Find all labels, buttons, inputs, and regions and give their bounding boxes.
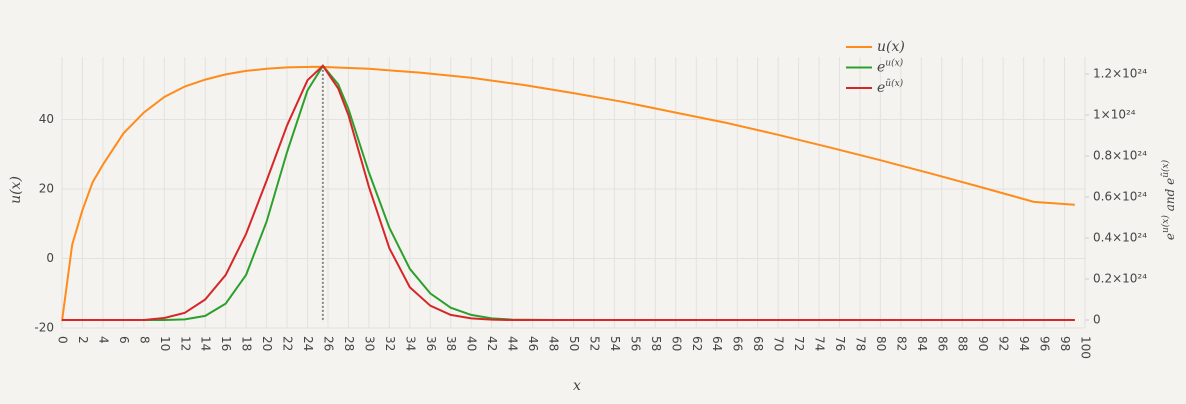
x-tick-label: 98: [1058, 336, 1072, 351]
legend-sup: u(x): [885, 57, 903, 68]
x-tick-label: 18: [240, 336, 254, 351]
y-tick-label: 0: [46, 251, 54, 265]
y2-label-part: e: [1163, 233, 1177, 240]
y2-tick-label: 1.2×10²⁴: [1093, 67, 1147, 81]
legend-label: eu(x): [877, 57, 904, 76]
x-tick-label: 10: [158, 336, 172, 351]
x-tick-label: 50: [567, 336, 581, 351]
legend-text: e: [877, 60, 885, 76]
y2-label-part: and e: [1163, 178, 1177, 215]
y-tick-label: 20: [39, 182, 54, 196]
x-tick-label: 56: [628, 336, 642, 351]
legend-text: e: [877, 80, 885, 96]
x-tick-label: 68: [751, 336, 765, 351]
x-tick-label: 16: [219, 336, 233, 351]
x-tick-label: 46: [526, 336, 540, 351]
x-tick-label: 60: [669, 336, 683, 351]
x-tick-label: 52: [587, 336, 601, 351]
legend-label: eũ(x): [877, 78, 904, 97]
legend-label: u(x): [877, 39, 905, 55]
x-tick-label: 62: [690, 336, 704, 351]
x-tick-label: 94: [1017, 336, 1031, 351]
x-tick-label: 80: [874, 336, 888, 351]
x-tick-label: 48: [547, 336, 561, 351]
x-axis-label: x: [573, 378, 581, 394]
y-axis-label: u(x): [8, 176, 24, 204]
x-tick-label: 78: [853, 336, 867, 351]
x-tick-label: 72: [792, 336, 806, 351]
x-tick-label: 26: [321, 336, 335, 351]
legend-sup: ũ(x): [885, 78, 903, 89]
x-tick-label: 88: [956, 336, 970, 351]
x-tick-label: 42: [485, 336, 499, 351]
x-tick-label: 86: [935, 336, 949, 351]
x-tick-label: 34: [403, 336, 417, 351]
x-tick-label: 2: [76, 336, 90, 344]
series-line: [62, 64, 1075, 321]
x-tick-label: 44: [506, 336, 520, 351]
x-tick-label: 54: [608, 336, 622, 351]
series-line: [62, 64, 1075, 321]
x-tick-label: 40: [465, 336, 479, 351]
y2-tick-label: 1×10²⁴: [1093, 108, 1136, 122]
x-tick-label: 36: [424, 336, 438, 351]
x-tick-label: 38: [444, 336, 458, 351]
y-tick-label: 40: [39, 112, 54, 126]
legend-text: u(x): [877, 39, 905, 55]
x-tick-label: 4: [96, 336, 110, 344]
x-tick-label: 82: [894, 336, 908, 351]
x-tick-label: 32: [383, 336, 397, 351]
x-tick-label: 74: [813, 336, 827, 351]
x-tick-label: 28: [342, 336, 356, 351]
x-tick-label: 58: [649, 336, 663, 351]
x-tick-label: 22: [281, 336, 295, 351]
y2-tick-label: 0.8×10²⁴: [1093, 149, 1147, 163]
x-tick-label: 24: [301, 336, 315, 351]
y2-tick-label: 0.6×10²⁴: [1093, 190, 1147, 204]
x-tick-label: 70: [772, 336, 786, 351]
y2-tick-label: 0.4×10²⁴: [1093, 231, 1147, 245]
series-line: [61, 65, 1075, 322]
x-tick-label: 12: [178, 336, 192, 351]
x-tick-label: 8: [137, 336, 151, 344]
x-tick-label: 64: [710, 336, 724, 351]
x-tick-label: 90: [976, 336, 990, 351]
x-tick-label: 66: [731, 336, 745, 351]
x-tick-label: 0: [56, 336, 70, 344]
x-tick-label: 92: [997, 336, 1011, 351]
x-tick-label: 20: [260, 336, 274, 351]
x-tick-label: 96: [1038, 336, 1052, 351]
y2-label-part: u(x): [1160, 215, 1171, 233]
x-tick-label: 76: [833, 336, 847, 351]
y2-label-part: ũ(x): [1160, 159, 1171, 177]
x-tick-label: 84: [915, 336, 929, 351]
y2-axis-label: eu(x) and eũ(x): [1160, 159, 1177, 240]
x-tick-label: 30: [362, 336, 376, 351]
y-tick-label: -20: [34, 321, 54, 335]
x-tick-label: 100: [1079, 336, 1093, 359]
x-tick-label: 6: [117, 336, 131, 344]
x-tick-label: 14: [199, 336, 213, 351]
y2-tick-label: 0: [1093, 313, 1101, 327]
y2-tick-label: 0.2×10²⁴: [1093, 272, 1147, 286]
